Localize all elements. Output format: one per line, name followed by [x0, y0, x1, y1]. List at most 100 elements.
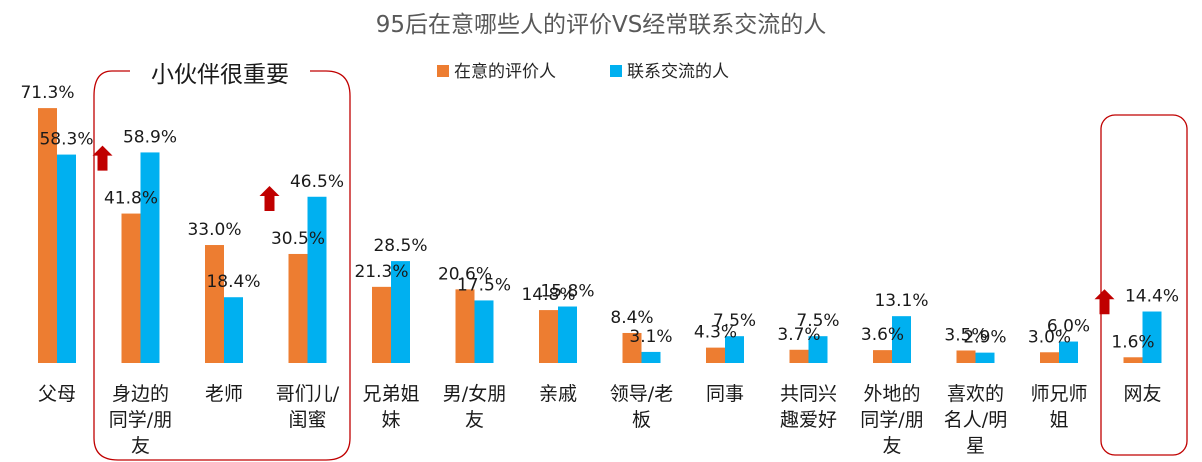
category-label-4-0: 兄弟姐: [362, 383, 419, 405]
bar-series-2-13: [1142, 311, 1162, 363]
bar-series-1-4: [372, 286, 391, 363]
highlight-group: 小伙伴很重要: [93, 62, 1188, 461]
bar-series-1-3: [288, 253, 308, 363]
value-label-series-1-5: 20.6%: [438, 264, 492, 284]
value-label-series-1-10: 3.6%: [861, 325, 904, 345]
bar-series-1-2: [205, 245, 224, 363]
category-label-11-1: 名人/明: [944, 409, 1007, 431]
bar-series-1-5: [455, 289, 475, 363]
group-highlight-frame: [93, 70, 351, 461]
value-label-series-2-0: 58.3%: [39, 130, 93, 150]
category-label-5-1: 友: [465, 409, 484, 431]
bar-series-1-10: [873, 350, 892, 363]
value-label-series-2-10: 13.1%: [874, 291, 928, 311]
value-label-series-1-11: 3.5%: [944, 325, 987, 345]
category-label-11-0: 喜欢的: [947, 383, 1004, 405]
value-label-series-2-3: 46.5%: [290, 172, 344, 192]
value-label-series-1-6: 14.8%: [521, 285, 575, 305]
category-label-5-0: 男/女朋: [443, 383, 506, 405]
bar-series-2-4: [391, 261, 410, 363]
bar-series-2-1: [140, 152, 160, 363]
value-label-series-1-7: 8.4%: [610, 308, 653, 328]
legend-swatch-series-1: [437, 65, 449, 77]
bar-series-1-7: [622, 332, 642, 363]
bar-series-1-8: [706, 347, 725, 363]
bar-series-2-12: [1059, 341, 1078, 363]
bar-series-2-2: [224, 297, 243, 363]
value-label-series-2-9: 7.5%: [796, 311, 839, 331]
bar-series-2-7: [641, 351, 661, 363]
legend-label-series-1: 在意的评价人: [454, 62, 556, 82]
category-label-1-2: 友: [131, 435, 150, 457]
category-label-10-1: 同学/朋: [860, 409, 923, 431]
category-label-6-0: 亲戚: [539, 383, 577, 405]
value-label-series-2-6: 15.8%: [540, 282, 594, 302]
legend: 在意的评价人 联系交流的人: [437, 62, 729, 82]
category-label-11-2: 星: [966, 435, 985, 457]
bar-series-2-5: [474, 300, 494, 363]
bar-series-2-11: [975, 352, 995, 363]
category-label-10-2: 友: [882, 435, 901, 457]
category-label-3-0: 哥们儿/: [276, 383, 340, 405]
category-label-12-0: 师兄师: [1030, 383, 1087, 405]
category-label-9-1: 趣爱好: [780, 409, 837, 431]
category-label-0-0: 父母: [38, 383, 76, 405]
bar-series-2-3: [307, 196, 327, 363]
bar-series-1-13: [1123, 357, 1143, 363]
bars: [38, 108, 1162, 363]
value-label-series-1-3: 30.5%: [271, 229, 325, 249]
bar-series-2-6: [558, 306, 577, 363]
bar-series-2-0: [57, 154, 76, 363]
value-label-series-2-7: 3.1%: [629, 327, 672, 347]
value-label-series-2-5: 17.5%: [457, 275, 511, 295]
value-label-series-2-1: 58.9%: [123, 127, 177, 147]
value-label-series-2-4: 28.5%: [373, 236, 427, 256]
category-label-7-1: 板: [632, 409, 651, 431]
category-label-9-0: 共同兴: [780, 383, 837, 405]
bar-series-2-8: [725, 336, 744, 363]
value-label-series-2-8: 7.5%: [713, 311, 756, 331]
value-label-series-1-9: 3.7%: [777, 325, 820, 345]
bar-series-1-1: [121, 213, 141, 363]
value-labels: 71.3% 58.3% 41.8% 58.9% 33.0% 18.4% 30.5% 46.5%…: [20, 83, 1179, 352]
bar-series-2-9: [808, 336, 828, 363]
up-arrow-icon-1: [92, 145, 113, 171]
bar-series-2-10: [892, 316, 911, 363]
category-label-1-0: 身边的: [112, 383, 169, 405]
up-arrow-icon-3: [259, 185, 280, 211]
value-label-series-2-11: 2.9%: [963, 328, 1006, 348]
category-label-10-0: 外地的: [863, 383, 920, 405]
bar-series-1-6: [539, 310, 558, 363]
legend-label-series-2: 联系交流的人: [627, 62, 729, 82]
value-label-series-1-0: 71.3%: [20, 83, 74, 103]
bar-series-1-11: [956, 350, 976, 363]
category-label-13-0: 网友: [1123, 383, 1161, 405]
value-label-series-1-2: 33.0%: [187, 220, 241, 240]
value-label-series-1-4: 21.3%: [354, 262, 408, 282]
category-label-8-0: 同事: [706, 383, 744, 405]
value-label-series-1-8: 4.3%: [694, 323, 737, 343]
value-label-series-1-12: 3.0%: [1028, 327, 1071, 347]
category-label-7-0: 领导/老: [610, 383, 673, 405]
category-label-12-1: 姐: [1049, 409, 1068, 431]
group-highlight-label: 小伙伴很重要: [151, 62, 289, 88]
value-label-series-2-12: 6.0%: [1047, 317, 1090, 337]
legend-swatch-series-2: [610, 65, 622, 77]
category-label-4-1: 妹: [381, 409, 400, 431]
value-label-series-2-13: 14.4%: [1125, 287, 1179, 307]
bar-series-1-12: [1040, 352, 1059, 363]
netfriend-highlight-frame: [1100, 114, 1188, 456]
arrows: [92, 145, 1115, 315]
up-arrow-icon-13: [1094, 289, 1115, 315]
value-label-series-2-2: 18.4%: [206, 272, 260, 292]
category-label-3-1: 闺蜜: [288, 409, 326, 431]
bar-series-1-9: [789, 349, 809, 363]
bar-series-1-0: [38, 108, 57, 363]
value-label-series-1-13: 1.6%: [1111, 332, 1154, 352]
category-label-2-0: 老师: [205, 383, 243, 405]
value-label-series-1-1: 41.8%: [104, 189, 158, 209]
chart-title: 95后在意哪些人的评价VS经常联系交流的人: [376, 12, 827, 38]
category-label-1-1: 同学/朋: [109, 409, 172, 431]
